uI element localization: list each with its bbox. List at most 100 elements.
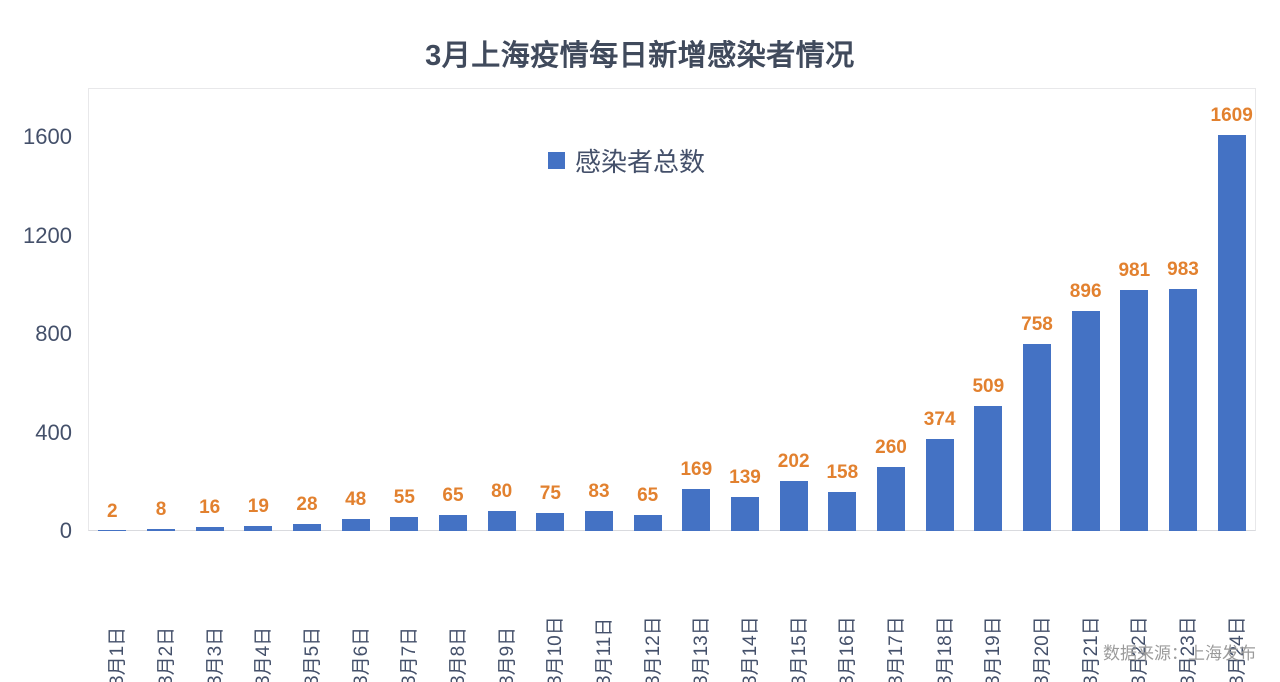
x-axis-tick: 3月10日: [545, 616, 567, 682]
bar-value-label: 374: [923, 408, 956, 430]
bar-value-label: 896: [1069, 280, 1102, 302]
bar-value-label: 28: [296, 494, 318, 516]
bar-slot: 981: [1110, 88, 1159, 531]
bar-value-label: 158: [826, 462, 859, 484]
x-axis-tick: 3月22日: [1129, 616, 1151, 682]
bar[interactable]: [341, 519, 370, 531]
bar[interactable]: [195, 527, 224, 531]
bar-value-label: 169: [680, 459, 713, 481]
x-axis-tick: 3月3日: [204, 626, 226, 682]
bar-slot: 896: [1061, 88, 1110, 531]
legend-label: 感染者总数: [575, 147, 706, 177]
bar-slot: 83: [575, 88, 624, 531]
x-axis-tick: 3月15日: [788, 616, 810, 682]
bar[interactable]: [536, 512, 565, 531]
x-axis-tick: 3月8日: [448, 626, 469, 682]
x-axis-tick: 3月24日: [1226, 616, 1248, 682]
bar-value-label: 202: [777, 451, 810, 473]
bar-slot: 48: [331, 88, 380, 531]
bar[interactable]: [1217, 135, 1246, 531]
x-axis-tick: 3月11日: [594, 617, 615, 682]
y-axis-tick: 0: [59, 518, 72, 543]
bar-slot: 202: [769, 88, 818, 531]
bar[interactable]: [146, 529, 175, 531]
bar-slot: 1609: [1207, 88, 1256, 531]
bar[interactable]: [244, 526, 273, 531]
x-axis-tick: 3月16日: [837, 616, 859, 682]
x-axis-tick: 3月17日: [886, 616, 907, 682]
x-axis-tick: 3月23日: [1178, 616, 1199, 682]
bar[interactable]: [584, 510, 613, 531]
bar-value-label: 83: [588, 480, 610, 502]
bar-slot: 55: [380, 88, 429, 531]
x-axis-tick: 3月12日: [642, 616, 664, 682]
bar[interactable]: [633, 515, 662, 531]
bar-slot: 374: [915, 88, 964, 531]
bar[interactable]: [390, 517, 419, 531]
bar[interactable]: [1120, 289, 1149, 531]
bar-slot: 19: [234, 88, 283, 531]
bar-value-label: 139: [729, 466, 761, 488]
bar-slot: 2: [88, 88, 137, 531]
bar-slot: 80: [477, 88, 526, 531]
bar-slot: 260: [867, 88, 916, 531]
bar[interactable]: [730, 496, 759, 531]
bar-value-label: 1609: [1210, 105, 1253, 127]
bar[interactable]: [876, 467, 905, 531]
y-axis: 0 400 800 1200 1600: [0, 88, 80, 543]
bar[interactable]: [487, 511, 516, 531]
bar-value-label: 65: [442, 485, 464, 507]
page-title: 3月上海疫情每日新增感染者情况: [425, 40, 855, 72]
x-axis-tick: 3月13日: [691, 616, 713, 682]
x-axis-tick: 3月7日: [399, 626, 421, 682]
bar-value-label: 55: [393, 487, 415, 509]
legend: 感染者总数: [548, 142, 705, 179]
x-axis-tick: 3月20日: [1032, 616, 1053, 682]
bar-value-label: 75: [539, 482, 561, 504]
bar-slot: 75: [526, 88, 575, 531]
bar-value-label: 983: [1167, 259, 1199, 281]
bar[interactable]: [828, 492, 857, 531]
bar-value-label: 8: [155, 499, 167, 521]
bar-value-label: 2: [107, 500, 118, 522]
bar[interactable]: [974, 405, 1003, 531]
bar-value-label: 19: [247, 496, 269, 518]
bar[interactable]: [98, 530, 127, 531]
bar[interactable]: [682, 489, 711, 531]
bar-value-label: 509: [972, 375, 1005, 397]
x-axis-tick: 3月1日: [107, 626, 129, 682]
bar-slot: 509: [964, 88, 1013, 531]
bar-slot: 8: [137, 88, 186, 531]
bar[interactable]: [1168, 289, 1197, 531]
bars-layer: 2 8 16 19 28 48 55 65 80 75 83 65 169 139 202 158 260 374…: [88, 88, 1256, 531]
x-axis-tick: 3月14日: [740, 616, 761, 682]
bar-value-label: 981: [1118, 259, 1151, 281]
bar-slot: 65: [429, 88, 478, 531]
y-axis-tick: 1600: [23, 124, 72, 150]
bar-value-label: 80: [491, 481, 513, 503]
y-axis-tick: 400: [35, 419, 72, 445]
x-axis-tick: 3月19日: [983, 616, 1005, 682]
x-axis-tick: 3月21日: [1080, 616, 1102, 682]
bar-value-label: 758: [1021, 314, 1053, 336]
bar[interactable]: [1071, 310, 1100, 531]
bar[interactable]: [925, 438, 954, 531]
x-axis-tick: 3月6日: [350, 626, 372, 682]
x-axis-tick: 3月2日: [156, 626, 177, 682]
bar[interactable]: [438, 515, 467, 531]
bar-slot: 169: [672, 88, 721, 531]
x-axis-tick: 3月4日: [253, 626, 275, 682]
square-marker-icon: [548, 152, 565, 169]
bar-slot: 28: [283, 88, 332, 531]
bar-slot: 139: [721, 88, 770, 531]
x-axis: 3月1日 3月2日 3月3日 3月4日 3月5日 3月6日 3月7日 3月8日 3月9日 3月10…: [88, 536, 1256, 682]
x-axis-tick: 3月5日: [302, 626, 323, 682]
bar[interactable]: [779, 481, 808, 531]
bar-value-label: 16: [199, 497, 221, 519]
bar[interactable]: [292, 524, 321, 531]
x-axis-tick: 3月18日: [934, 616, 956, 682]
source-note: 数据来源：上海发布: [1103, 644, 1256, 663]
bar[interactable]: [1022, 344, 1051, 531]
plot-area-frame: [88, 88, 1256, 531]
bar-slot: 16: [185, 88, 234, 531]
